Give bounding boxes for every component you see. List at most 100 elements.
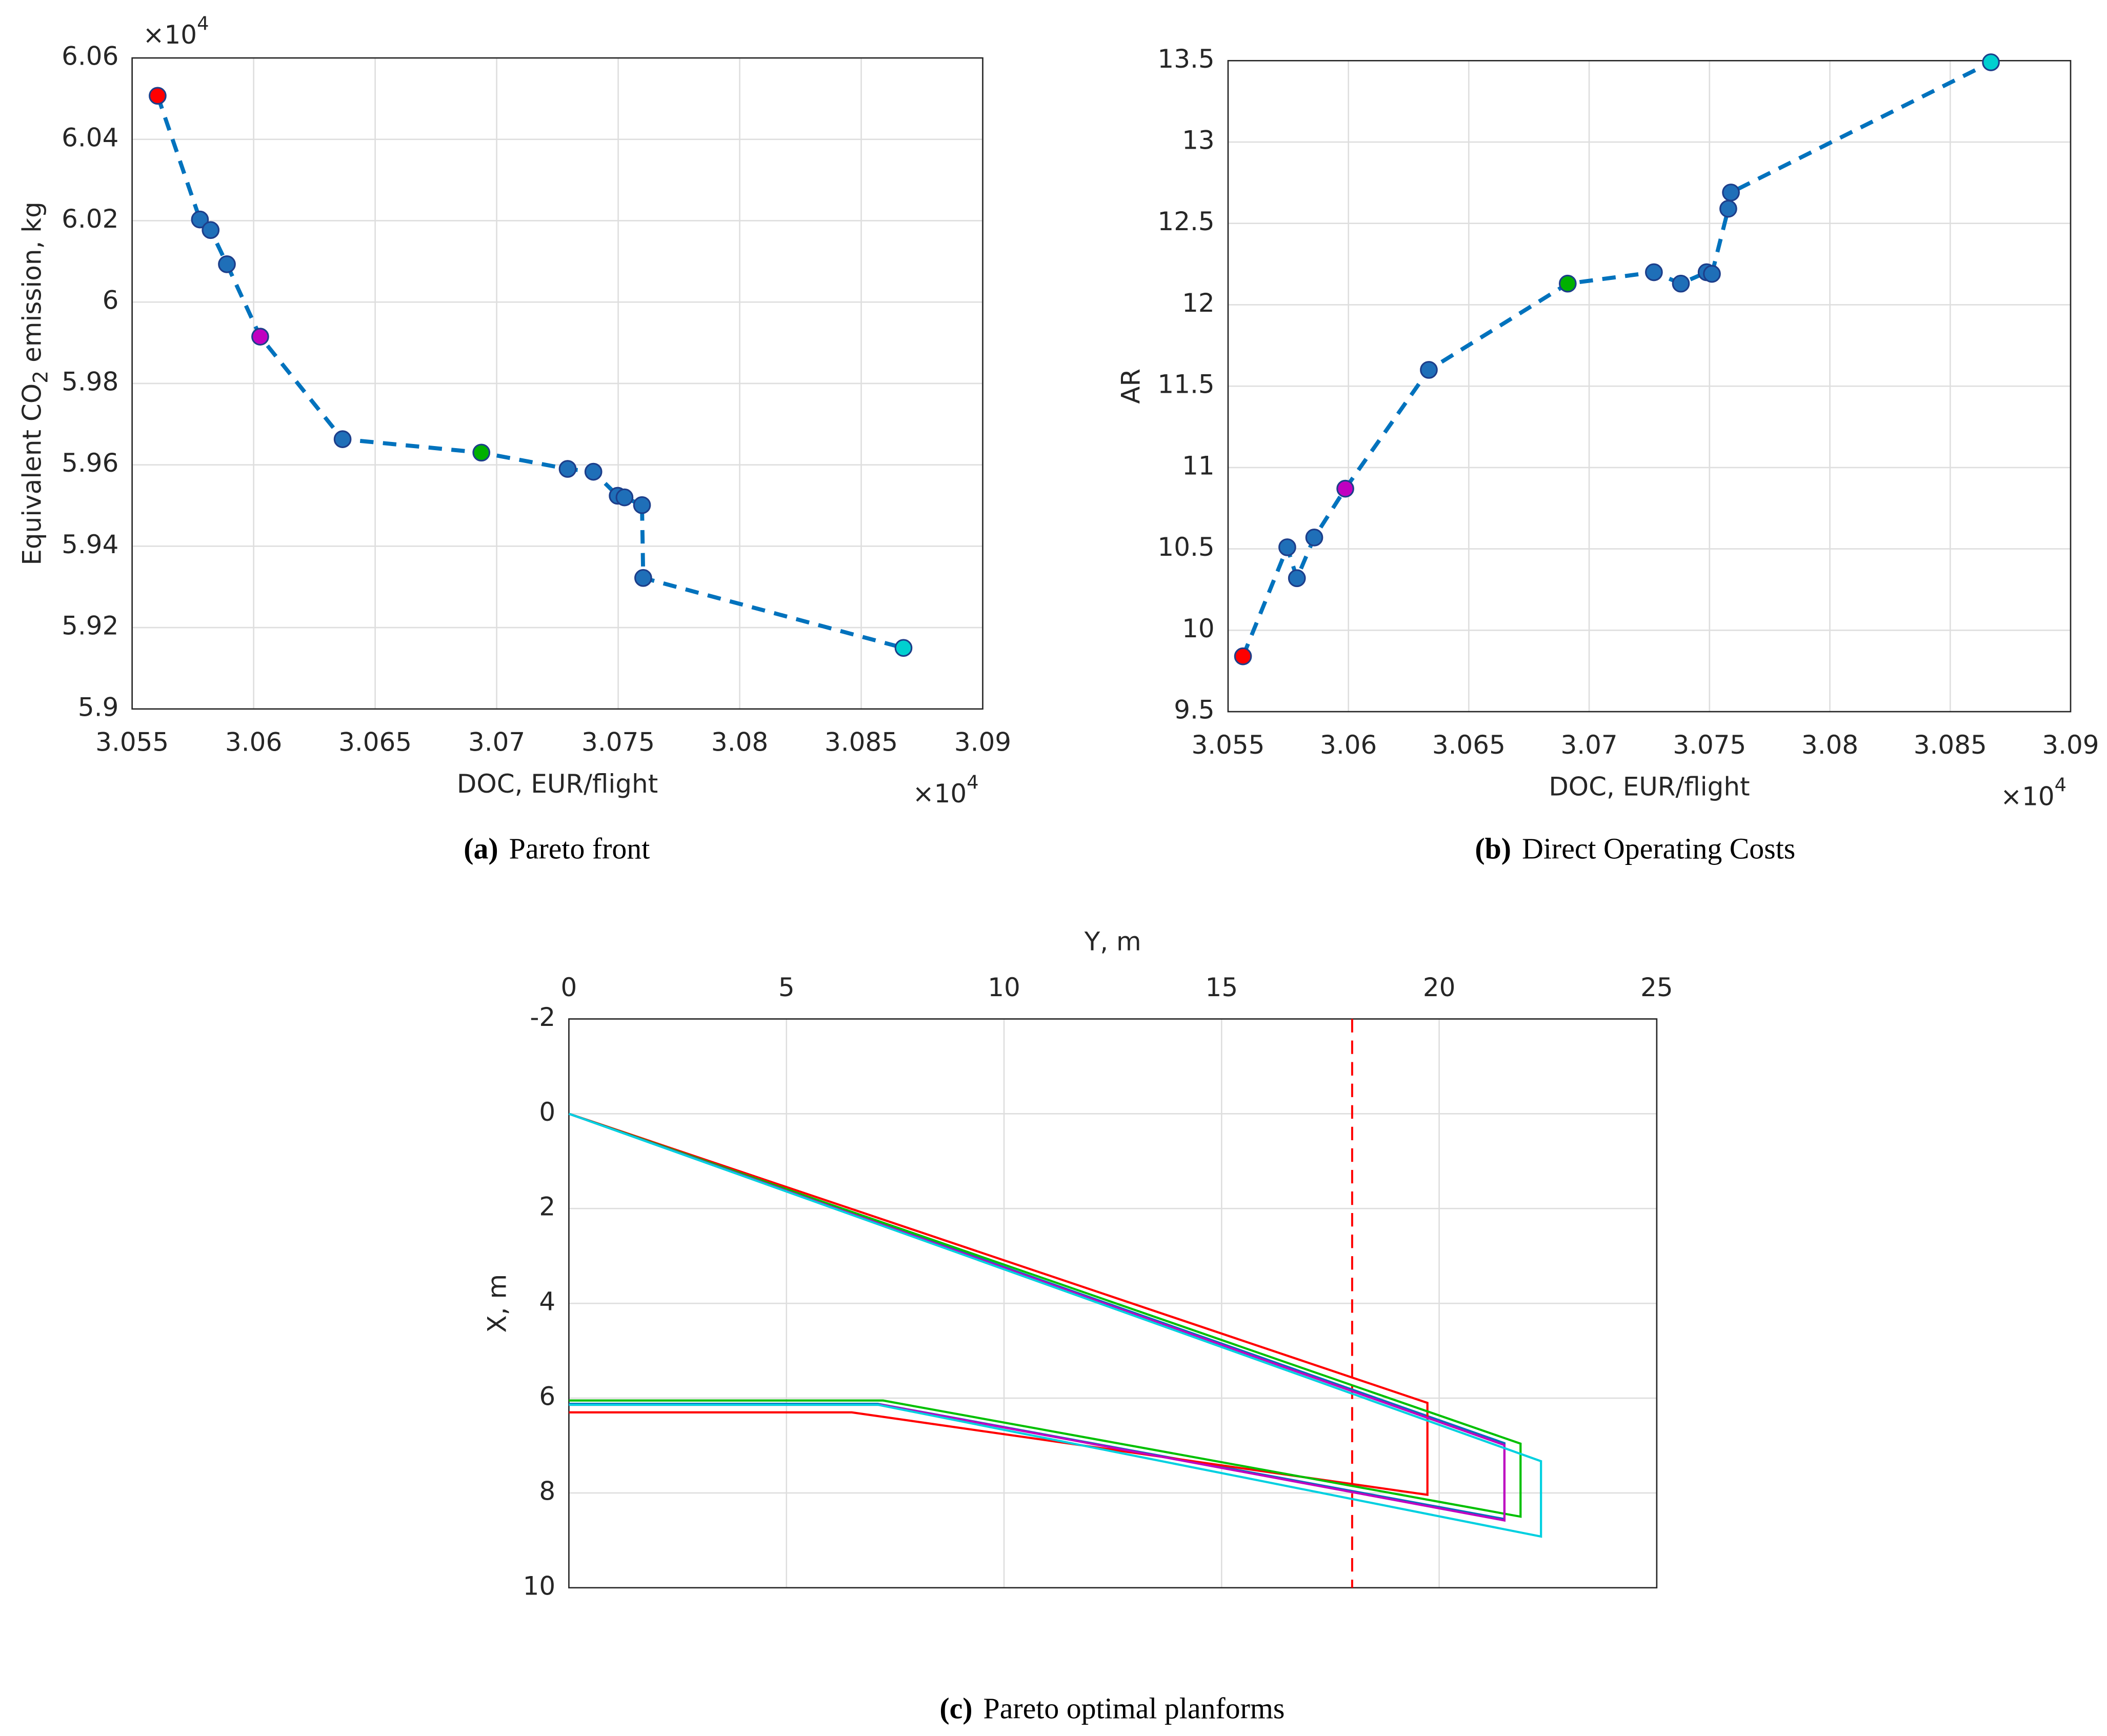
x-tick-label: 3.065 [338, 728, 412, 757]
data-point [1719, 199, 1737, 218]
x-tick-label: 3.075 [1673, 730, 1746, 760]
data-point [558, 460, 577, 478]
caption-tag: (a) [464, 832, 498, 865]
axis-multiplier: ×104 [2000, 774, 2066, 811]
x-tick-label: 3.06 [225, 728, 282, 757]
x-tick-label: 3.065 [1432, 730, 1506, 760]
data-point [1722, 184, 1740, 201]
caption-text: Pareto optimal planforms [984, 1692, 1285, 1725]
data-point [202, 221, 220, 239]
x-tick-label: 25 [1640, 973, 1673, 1002]
y-tick-label: 12.5 [1157, 207, 1214, 236]
plot-frame [131, 57, 984, 710]
x-axis-label: Y, m [1084, 927, 1141, 957]
multiplier-base: ×10 [913, 779, 967, 809]
y-axis-label-rest: emission, kg [17, 201, 47, 371]
axis-multiplier: ×104 [913, 771, 979, 809]
multiplier-exp: 4 [967, 771, 978, 793]
x-tick-label: 3.075 [581, 728, 655, 757]
y-tick-label: 5.94 [62, 530, 118, 559]
x-tick-label: 3.085 [825, 728, 898, 757]
data-point [1288, 569, 1306, 588]
data-point [149, 87, 167, 105]
data-point [615, 488, 634, 507]
data-point [894, 639, 913, 657]
y-axis-label: X, m [482, 1274, 512, 1333]
y-tick-label: 8 [539, 1476, 555, 1506]
y-tick-label: 6 [539, 1382, 555, 1411]
caption-text: Direct Operating Costs [1522, 832, 1795, 865]
y-tick-label: 5.96 [62, 448, 118, 478]
y-tick-label: 6.04 [62, 123, 118, 152]
caption-tag: (b) [1475, 832, 1511, 865]
data-point [1558, 274, 1577, 293]
x-axis-label: DOC, EUR/flight [1549, 772, 1750, 801]
y-tick-label: 5.98 [62, 367, 118, 396]
y-tick-label: 0 [539, 1097, 555, 1127]
x-tick-label: 15 [1206, 973, 1238, 1002]
plot-frame [1227, 59, 2072, 713]
x-axis-label: DOC, EUR/flight [457, 769, 658, 799]
caption: (b) Direct Operating Costs [1475, 832, 1795, 865]
data-point [1305, 529, 1323, 547]
y-tick-label: 9.5 [1174, 695, 1214, 725]
y-tick-label: 11.5 [1157, 370, 1214, 399]
x-tick-label: 3.09 [954, 728, 1011, 757]
planform-outline [568, 1113, 1429, 1497]
data-point [1234, 647, 1252, 665]
y-axis-label-text: Equivalent CO [17, 383, 47, 566]
y-tick-label: 6 [103, 286, 119, 315]
axis-multiplier: ×104 [143, 12, 209, 50]
y-tick-label: 2 [539, 1192, 555, 1222]
y-tick-label: 13 [1182, 126, 1215, 155]
multiplier-exp: 4 [2055, 774, 2066, 796]
x-tick-label: 3.08 [1801, 730, 1858, 760]
data-point [634, 569, 652, 587]
data-point [633, 496, 651, 514]
multiplier-exp: 4 [197, 12, 209, 34]
planform-outline [568, 1113, 1506, 1521]
data-point [1645, 263, 1663, 281]
data-point [1336, 479, 1354, 498]
data-point [584, 462, 603, 481]
caption: (c) Pareto optimal planforms [939, 1692, 1285, 1725]
y-tick-label: 10 [523, 1571, 556, 1601]
y-tick-label: -2 [530, 1002, 555, 1032]
x-tick-label: 0 [561, 973, 577, 1002]
caption-tag: (c) [939, 1692, 972, 1725]
y-axis-label: Equivalent CO2 emission, kg [17, 201, 52, 566]
x-tick-label: 3.055 [95, 728, 169, 757]
data-point [1672, 274, 1690, 293]
planform-outline [568, 1113, 1506, 1522]
data-point [191, 210, 209, 229]
plot-frame [568, 1018, 1658, 1589]
data-point [333, 430, 352, 448]
data-point [1982, 53, 2000, 71]
x-tick-label: 3.07 [1561, 730, 1618, 760]
data-point [251, 328, 269, 346]
x-tick-label: 3.06 [1320, 730, 1377, 760]
caption-text: Pareto front [509, 832, 650, 865]
data-point [1703, 265, 1721, 283]
y-tick-label: 10.5 [1157, 532, 1214, 562]
y-tick-label: 5.9 [78, 692, 118, 722]
x-tick-label: 3.085 [1914, 730, 1987, 760]
x-tick-label: 10 [988, 973, 1020, 1002]
data-point [1420, 361, 1438, 379]
y-tick-label: 5.92 [62, 611, 118, 641]
data-point [1278, 538, 1296, 556]
data-point [472, 443, 491, 462]
x-tick-label: 5 [778, 973, 795, 1002]
x-tick-label: 3.08 [711, 728, 768, 757]
data-point [218, 255, 236, 273]
y-tick-label: 6.02 [62, 204, 118, 234]
y-tick-label: 11 [1182, 451, 1215, 480]
multiplier-base: ×10 [2000, 781, 2054, 811]
x-tick-label: 20 [1423, 973, 1456, 1002]
y-axis-label: AR [1116, 369, 1146, 404]
x-tick-label: 3.07 [468, 728, 525, 757]
series-line [155, 95, 905, 650]
y-tick-label: 4 [539, 1287, 555, 1317]
multiplier-base: ×10 [143, 19, 197, 49]
